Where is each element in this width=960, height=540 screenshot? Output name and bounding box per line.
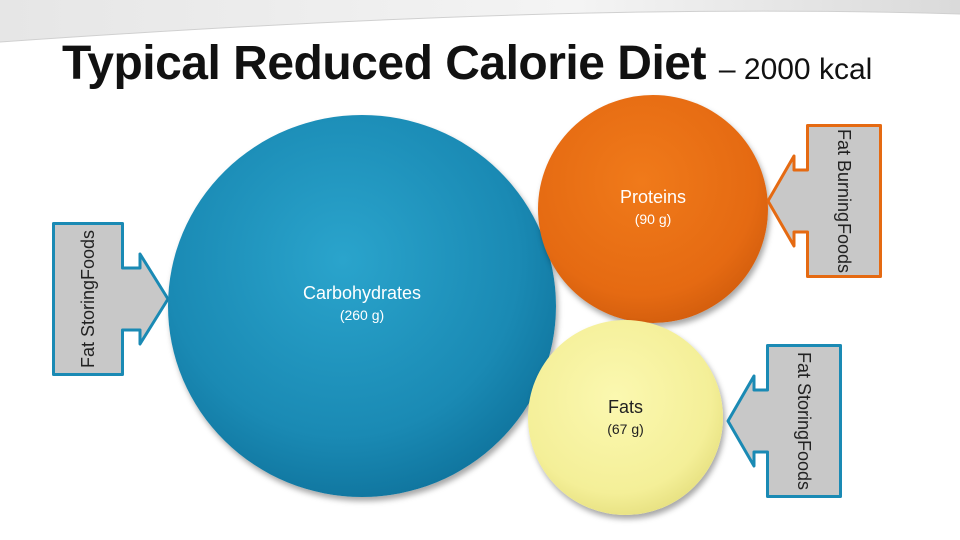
nutrient-circle-proteins: Proteins (90 g) xyxy=(538,95,768,323)
nutrient-amount: (67 g) xyxy=(607,420,644,437)
callout-label-line1: Fat Burning xyxy=(834,129,854,223)
callout-fat-storing-carbs: Fat Storing Foods xyxy=(52,222,170,376)
callout-label: Fat Storing Foods xyxy=(52,222,124,376)
nutrient-circle-carbohydrates: Carbohydrates (260 g) xyxy=(168,115,556,497)
callout-arrow-shape xyxy=(766,124,882,278)
callout-label: Fat Storing Foods xyxy=(766,344,842,498)
nutrient-amount: (90 g) xyxy=(634,211,672,227)
callout-label: Fat Burning Foods xyxy=(806,124,882,278)
header-swoosh-decoration xyxy=(0,0,960,43)
title-subtitle: – 2000 kcal xyxy=(718,53,873,86)
nutrient-amount: (260 g) xyxy=(339,307,385,323)
callout-label-line1: Fat Storing xyxy=(78,280,98,369)
nutrient-circle-fats: Fats (67 g) xyxy=(528,320,723,515)
callout-label-line1: Fat Storing xyxy=(794,351,814,440)
callout-arrow-shape xyxy=(726,344,842,498)
callout-label-line2: Foods xyxy=(78,229,98,280)
callout-fat-burning-proteins: Fat Burning Foods xyxy=(766,124,882,278)
callout-label-line2: Foods xyxy=(794,440,814,491)
title-main: Typical Reduced Calorie Diet xyxy=(62,37,706,90)
callout-fat-storing-fats: Fat Storing Foods xyxy=(726,344,842,498)
callout-arrow-shape xyxy=(52,222,170,376)
nutrient-name: Fats xyxy=(607,396,643,417)
nutrient-name: Carbohydrates xyxy=(302,283,422,303)
callout-label-line2: Foods xyxy=(834,222,854,273)
slide-title: Typical Reduced Calorie Diet – 2000 kcal xyxy=(62,36,872,91)
nutrient-name: Proteins xyxy=(619,187,687,207)
